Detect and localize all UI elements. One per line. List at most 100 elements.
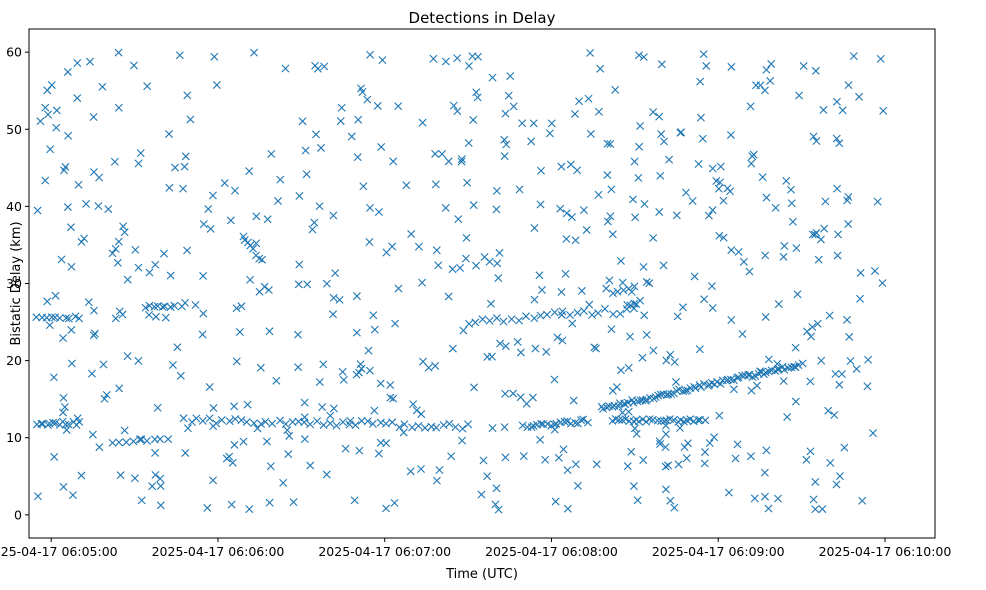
y-tick-label: 20	[6, 353, 22, 368]
data-point	[621, 415, 630, 424]
data-point	[762, 65, 771, 74]
data-point	[695, 345, 704, 354]
data-point	[206, 224, 215, 233]
data-point	[171, 163, 180, 172]
data-point	[719, 196, 728, 205]
data-point	[252, 212, 261, 221]
data-point	[491, 500, 500, 509]
data-point	[448, 344, 457, 353]
data-point	[192, 414, 201, 423]
data-point	[119, 222, 128, 231]
data-point	[672, 386, 681, 395]
data-point	[205, 414, 214, 423]
data-point	[515, 185, 524, 194]
data-point	[814, 255, 823, 264]
data-point	[642, 330, 651, 339]
data-point	[245, 167, 254, 176]
data-point	[416, 464, 425, 473]
data-point	[845, 332, 854, 341]
data-point	[477, 490, 486, 499]
data-point	[272, 376, 281, 385]
chart-title: Detections in Delay	[409, 9, 556, 27]
data-point	[374, 207, 383, 216]
data-point	[52, 106, 61, 115]
data-point	[542, 347, 551, 356]
data-point	[624, 407, 633, 416]
data-point	[787, 199, 796, 208]
data-point	[833, 251, 842, 260]
data-point	[363, 417, 372, 426]
data-point	[111, 314, 120, 323]
data-point	[753, 381, 761, 390]
data-point	[609, 289, 617, 298]
data-point	[639, 456, 648, 465]
data-point	[276, 416, 285, 425]
data-point	[377, 142, 386, 151]
data-point	[764, 367, 773, 376]
data-point	[530, 295, 539, 304]
data-point	[817, 356, 826, 365]
data-point	[303, 280, 312, 289]
data-point	[353, 153, 362, 162]
data-point	[352, 370, 361, 379]
data-point	[708, 206, 717, 215]
data-point	[649, 108, 658, 117]
data-point	[662, 356, 671, 365]
data-point	[306, 420, 315, 429]
data-point	[608, 230, 617, 239]
data-point	[793, 290, 802, 299]
data-point	[156, 501, 165, 510]
data-point	[616, 366, 625, 375]
data-point	[381, 419, 390, 428]
data-point	[130, 474, 139, 483]
data-point	[365, 237, 374, 246]
data-point	[550, 308, 559, 317]
data-point	[864, 355, 873, 364]
data-point	[825, 311, 834, 320]
data-point	[583, 418, 592, 427]
data-point	[521, 312, 530, 321]
data-point	[386, 393, 395, 402]
data-point	[507, 315, 516, 324]
data-point	[639, 53, 648, 62]
data-point	[339, 375, 348, 384]
data-point	[145, 310, 154, 319]
data-point	[329, 211, 338, 220]
data-point	[696, 77, 705, 86]
data-point	[73, 59, 82, 67]
data-point	[556, 204, 565, 213]
data-point	[406, 467, 415, 476]
data-point	[550, 375, 559, 384]
data-point	[63, 67, 72, 76]
data-point	[676, 128, 685, 137]
data-points	[32, 48, 888, 514]
data-point	[649, 233, 658, 242]
data-point	[391, 319, 400, 328]
data-point	[217, 416, 226, 425]
data-point	[434, 261, 443, 270]
data-point	[431, 361, 440, 370]
data-point	[470, 383, 479, 392]
data-point	[464, 139, 473, 147]
data-point	[66, 223, 75, 232]
data-point	[832, 134, 841, 143]
data-point	[670, 358, 679, 367]
data-point	[164, 435, 173, 444]
data-point	[429, 54, 438, 63]
data-point	[191, 301, 200, 309]
data-point	[606, 139, 615, 148]
data-point	[688, 197, 697, 206]
data-point	[495, 248, 504, 257]
data-point	[657, 60, 666, 69]
data-point	[633, 397, 642, 406]
data-point	[49, 418, 58, 427]
data-point	[295, 191, 304, 200]
data-point	[701, 416, 710, 425]
data-point	[614, 415, 623, 424]
data-point	[531, 344, 540, 353]
data-point	[350, 496, 359, 505]
data-point	[158, 303, 167, 312]
data-point	[831, 369, 840, 378]
data-point	[783, 413, 792, 422]
data-point	[627, 287, 636, 296]
